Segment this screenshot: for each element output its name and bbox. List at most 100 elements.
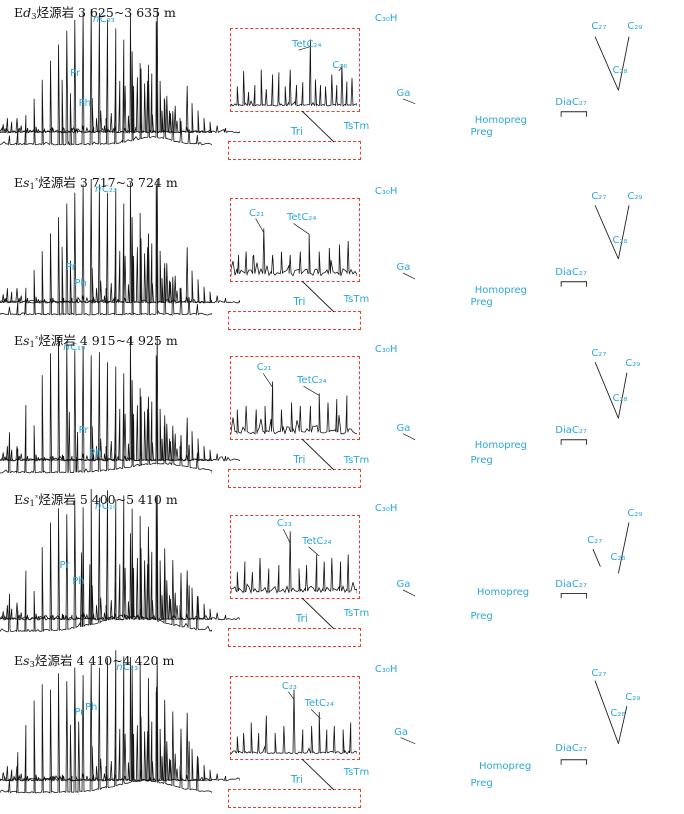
label-text: C₃₀H xyxy=(374,502,398,514)
peak-label: C₂₉ xyxy=(625,692,640,703)
m217-sterane-trace xyxy=(0,495,212,621)
chromatogram-row: Es1ˣ烃源岩 3 717~3 724 m nC₂₃ Pr Ph TsTm C₃₀H Ga… xyxy=(0,172,684,334)
label-text: C₂₈ xyxy=(612,235,628,247)
label-text: C₂₃ xyxy=(101,183,117,195)
peak-label: Pr xyxy=(59,560,70,572)
label-text: Ga xyxy=(396,262,411,273)
peak-label: C₂₉ xyxy=(627,508,642,519)
label-text: Ph xyxy=(84,702,98,714)
label-text: DiaC₂₇ xyxy=(555,267,587,279)
peak-label: C₂₆ xyxy=(332,61,347,71)
peak-label: nC₂₃ xyxy=(116,661,139,673)
label-text: Preg xyxy=(470,454,493,466)
peak-label: Homopreg xyxy=(474,285,527,296)
label-text: Pr xyxy=(65,262,76,274)
label-text: C₂₃ xyxy=(123,661,139,673)
label-text: Ga xyxy=(396,87,411,99)
peak-label: Ph xyxy=(84,703,97,713)
peak-label: nC₁₉ xyxy=(63,342,85,353)
gc-alkane-trace xyxy=(0,178,212,317)
tricyclic-inset-trace xyxy=(231,531,357,595)
m217-sterane-trace xyxy=(0,336,212,462)
chromatogram-row: Es1ˣ烃源岩 5 400~5 410 m nC₁₉ Pr Ph TsTm C₃₀H Ga… xyxy=(0,489,684,651)
row-title: Es1ˣ烃源岩 3 717~3 724 m xyxy=(14,175,178,192)
peak-label: C₂₃ xyxy=(281,681,297,692)
peak-label: Ph xyxy=(89,449,101,459)
label-text: DiaC₂₇ xyxy=(555,425,587,437)
peak-label: Ga xyxy=(396,580,411,590)
label-text: Preg xyxy=(470,296,493,308)
peak-label: Pr xyxy=(65,262,76,274)
label-italic-prefix: n xyxy=(92,13,100,25)
peak-label: Pr xyxy=(70,68,80,79)
label-text: TetC₂₄ xyxy=(297,375,327,387)
peak-label: C₂₁ xyxy=(249,207,265,219)
label-text: TetC₂₄ xyxy=(286,212,317,224)
label-italic-prefix: n xyxy=(116,661,123,673)
peak-label: C₂₉ xyxy=(627,21,642,32)
peak-label: Pr xyxy=(78,424,89,436)
label-text: C₂₉ xyxy=(627,190,643,202)
peak-label: Tri xyxy=(295,613,308,625)
peak-label: nC₂₃ xyxy=(92,13,115,25)
m217-sterane-trace xyxy=(0,656,212,782)
label-text: TetC₂₄ xyxy=(302,535,332,547)
label-text: Ph xyxy=(74,278,87,290)
label-text: Tri xyxy=(290,773,303,786)
tricyclic-inset-box xyxy=(230,198,360,282)
peak-label: Ga xyxy=(394,727,408,738)
label-text: Pr xyxy=(59,560,70,572)
m191-terpane-trace xyxy=(0,656,240,783)
peak-label: Pr xyxy=(74,706,85,718)
tricyclic-region-box xyxy=(228,311,361,330)
peak-label: C₂₁ xyxy=(256,363,272,373)
peak-label: C₂₇ xyxy=(587,535,602,546)
label-text: C₂₈ xyxy=(610,552,626,564)
peak-label: Preg xyxy=(470,778,493,789)
gc-alkane-trace xyxy=(0,650,212,794)
label-text: TsTm xyxy=(343,121,370,133)
label-text: C₂₃ xyxy=(99,13,115,25)
peak-label: Ph xyxy=(74,278,87,290)
peak-label: Preg xyxy=(470,454,493,466)
tricyclic-region-box xyxy=(228,469,361,488)
label-italic-prefix: n xyxy=(95,183,102,195)
label-text: C₃₀H xyxy=(374,343,398,355)
label-text: Homopreg xyxy=(474,440,527,452)
label-text: DiaC₂₇ xyxy=(555,742,587,754)
peak-label: C₂₇ xyxy=(591,190,607,202)
peak-label: TsTm xyxy=(343,294,370,306)
label-text: Tri xyxy=(293,295,306,308)
label-text: Tri xyxy=(290,125,303,138)
label-text: Pr xyxy=(74,706,85,718)
label-text: Pr xyxy=(78,424,89,436)
label-text: C₃₀H xyxy=(374,12,398,24)
peak-label: TetC₂₄ xyxy=(297,375,327,387)
peak-label: C₂₈ xyxy=(612,394,628,404)
m217-sterane-trace xyxy=(0,182,212,304)
peak-label: C₂₈ xyxy=(612,236,628,246)
peak-label: C₂₉ xyxy=(625,359,640,369)
label-text: C₂₇ xyxy=(591,190,607,202)
peak-label: Homopreg xyxy=(476,588,529,598)
row-title: Es1ˣ烃源岩 4 915~4 925 m xyxy=(14,333,178,350)
peak-label: C₂₇ xyxy=(591,348,606,359)
tricyclic-region-box xyxy=(228,628,361,647)
label-text: C₂₃ xyxy=(276,518,292,530)
peak-label: DiaC₂₇ xyxy=(555,742,587,754)
label-text: C₂₈ xyxy=(612,65,628,77)
peak-label: C₂₈ xyxy=(610,552,626,564)
m191-terpane-trace xyxy=(0,495,240,622)
chromatogram-row: Ed3烃源岩 3 625~3 635 m nC₂₃ Pr Ph TsTm C₃₀H Ga T… xyxy=(0,2,684,164)
tricyclic-inset-trace xyxy=(231,381,357,435)
label-text: TsTm xyxy=(343,294,370,306)
m191-terpane-trace xyxy=(0,336,240,462)
label-text: C₂₁ xyxy=(249,207,265,219)
label-text: Tri xyxy=(293,453,306,466)
peak-label: nC₂₃ xyxy=(95,183,117,195)
label-text: Homopreg xyxy=(478,761,532,773)
peak-label: Preg xyxy=(470,612,493,622)
label-text: Homopreg xyxy=(476,587,530,599)
peak-label: C₃₀H xyxy=(374,502,398,514)
peak-label: C₃₀H xyxy=(374,186,398,197)
